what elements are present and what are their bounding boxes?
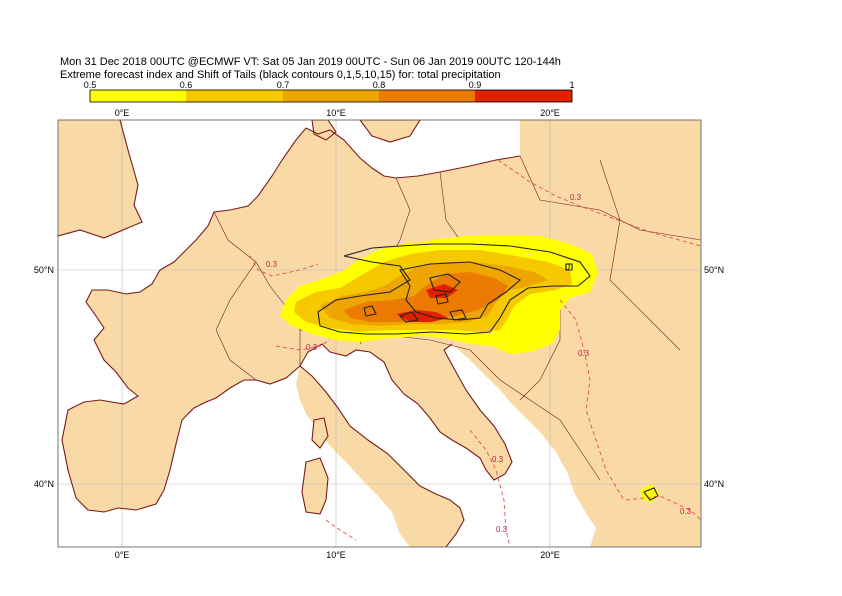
sot-label: 0.3 [578,349,590,358]
land-greece-south [590,528,620,547]
lat-tick-right-40: 40°N [704,479,724,489]
sot-label: 0.3 [306,343,318,352]
colorbar-bin-0.9-1 [475,90,572,102]
lon-tick-top-10: 10°E [326,108,346,118]
colorbar-label-0.9: 0.9 [469,80,482,90]
contour-label: 0 [565,262,570,272]
lat-tick-left-40: 40°N [34,479,54,489]
land-scandinavia [312,120,336,140]
land-british-isles [58,120,142,238]
colorbar: 0.5 0.6 0.7 0.8 0.9 1 [84,80,575,103]
efi-area-0.8 [344,272,508,322]
sot-label: 0.3 [570,193,582,202]
colorbar-label-0.7: 0.7 [277,80,290,90]
colorbar-label-0.5: 0.5 [84,80,97,90]
coastlines-and-borders [58,120,521,547]
lon-tick-bottom-20: 20°E [540,550,560,560]
lat-tick-right-50: 50°N [704,265,724,275]
land-italy [296,366,464,547]
lon-tick-bottom-10: 10°E [326,550,346,560]
sot-label: 0.3 [496,525,508,534]
colorbar-bin-0.8-0.9 [379,90,475,102]
colorbar-bin-0.6-0.7 [186,90,283,102]
colorbar-label-0.8: 0.8 [373,80,386,90]
chart-title-line-2: Extreme forecast index and Shift of Tail… [60,69,501,81]
land-corsica [312,418,328,448]
sot-label: 0.3 [266,260,278,269]
sot-label: 0.3 [680,507,692,516]
lat-tick-left-50: 50°N [34,265,54,275]
map-frame [57,119,702,548]
lon-tick-top-20: 20°E [540,108,560,118]
sot-label: 0.3 [492,455,504,464]
colorbar-label-1: 1 [569,80,574,90]
sot-contours [317,243,659,501]
lon-tick-top-0: 0°E [115,108,130,118]
sot-dashed-contours [249,159,701,547]
lon-tick-bottom-0: 0°E [115,550,130,560]
colorbar-label-0.6: 0.6 [180,80,193,90]
land-sardinia [302,458,328,514]
chart-title-line-1: Mon 31 Dec 2018 00UTC @ECMWF VT: Sat 05 … [60,56,561,68]
colorbar-bin-0.7-0.8 [283,90,379,102]
colorbar-bin-0.5-0.6 [90,90,186,102]
